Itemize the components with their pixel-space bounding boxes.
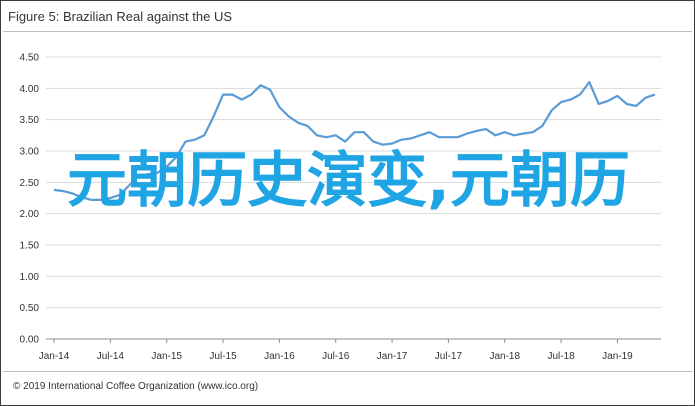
x-tick-label: Jul-18 — [547, 351, 575, 362]
y-tick-label: 0.50 — [20, 303, 40, 314]
x-tick-label: Jan-15 — [151, 351, 182, 362]
footer-divider — [3, 371, 692, 372]
x-tick-label: Jul-16 — [322, 351, 350, 362]
x-tick-label: Jan-17 — [377, 351, 408, 362]
figure-label: Figure 5: — [8, 9, 60, 24]
x-tick-label: Jan-16 — [264, 351, 295, 362]
x-tick-label: Jan-14 — [39, 351, 70, 362]
y-tick-label: 2.50 — [20, 178, 40, 189]
y-tick-label: 1.50 — [20, 241, 40, 252]
y-tick-label: 4.00 — [20, 84, 40, 95]
figure-title-text: Brazilian Real against the US — [62, 9, 233, 24]
figure-title: Figure 5: Brazilian Real against the US — [8, 9, 232, 24]
y-tick-label: 1.00 — [20, 272, 40, 283]
copyright-footer: © 2019 International Coffee Organization… — [13, 381, 259, 392]
y-tick-label: 4.50 — [20, 53, 40, 64]
series-line — [53, 80, 656, 201]
y-tick-label: 2.00 — [20, 209, 40, 220]
y-tick-label: 3.00 — [20, 147, 40, 158]
y-tick-label: 0.00 — [20, 335, 40, 346]
x-tick-label: Jul-14 — [97, 351, 125, 362]
title-divider — [3, 31, 692, 32]
y-tick-label: 3.50 — [20, 115, 40, 126]
x-tick-label: Jan-19 — [602, 351, 633, 362]
x-tick-label: Jan-18 — [489, 351, 520, 362]
x-tick-label: Jul-15 — [209, 351, 237, 362]
x-tick-label: Jul-17 — [435, 351, 463, 362]
